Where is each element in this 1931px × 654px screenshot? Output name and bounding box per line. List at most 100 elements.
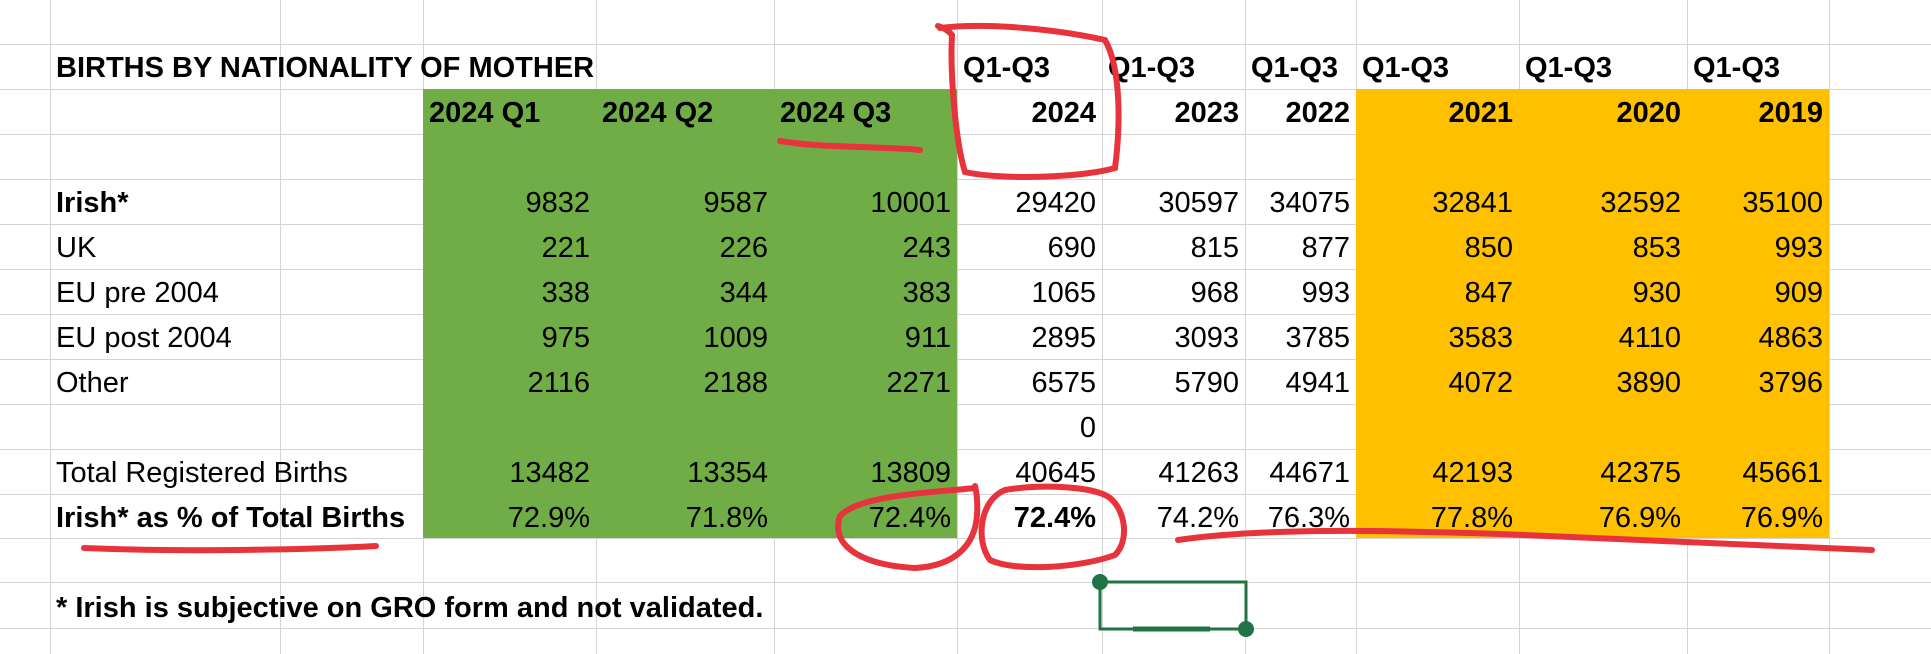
row-label[interactable]: Total Registered Births [56, 457, 348, 489]
header-year-cell[interactable]: 2024 [1031, 97, 1096, 129]
table-cell[interactable]: 2895 [1031, 322, 1096, 354]
table-cell[interactable]: 2271 [886, 367, 951, 399]
column-gridline [957, 0, 958, 654]
table-cell[interactable]: 815 [1190, 232, 1239, 264]
row-label[interactable]: EU post 2004 [56, 322, 232, 354]
header-period-cell[interactable]: Q1-Q3 [963, 52, 1051, 84]
table-cell[interactable]: 4941 [1285, 367, 1350, 399]
table-cell[interactable]: 76.3% [1267, 502, 1350, 534]
row-gridline [0, 224, 1931, 225]
table-cell[interactable]: 13809 [870, 457, 951, 489]
table-cell[interactable]: 993 [1774, 232, 1823, 264]
row-gridline [0, 359, 1931, 360]
table-cell[interactable]: 4863 [1758, 322, 1823, 354]
table-cell[interactable]: 32592 [1600, 187, 1681, 219]
table-cell[interactable]: 3093 [1174, 322, 1239, 354]
table-cell[interactable]: 74.2% [1156, 502, 1239, 534]
green-fill-2024-quarters [423, 89, 957, 538]
table-cell[interactable]: 29420 [1015, 187, 1096, 219]
header-period-cell[interactable]: Q1-Q3 [1108, 52, 1196, 84]
selection-handle-bottom [1238, 621, 1254, 637]
table-cell[interactable]: 383 [902, 277, 951, 309]
table-cell[interactable]: 42193 [1432, 457, 1513, 489]
header-year-cell[interactable]: 2019 [1758, 97, 1823, 129]
red-underline-irish-label [81, 543, 379, 554]
header-year-cell[interactable]: 2023 [1174, 97, 1239, 129]
table-cell[interactable]: 10001 [870, 187, 951, 219]
table-cell[interactable]: 4072 [1448, 367, 1513, 399]
table-cell[interactable]: 690 [1047, 232, 1096, 264]
table-cell[interactable]: 40645 [1015, 457, 1096, 489]
table-cell[interactable]: 1065 [1031, 277, 1096, 309]
table-cell[interactable]: 72.4% [1013, 502, 1096, 534]
table-title[interactable]: BIRTHS BY NATIONALITY OF MOTHER [56, 52, 595, 84]
table-cell[interactable]: 993 [1301, 277, 1350, 309]
table-cell[interactable]: 911 [904, 322, 951, 354]
column-gridline [1102, 0, 1103, 654]
table-cell[interactable]: 44671 [1269, 457, 1350, 489]
table-cell[interactable]: 77.8% [1430, 502, 1513, 534]
table-cell[interactable]: 71.8% [685, 502, 768, 534]
table-cell[interactable]: 2116 [527, 367, 590, 399]
table-cell[interactable]: 853 [1632, 232, 1681, 264]
table-cell[interactable]: 3796 [1758, 367, 1823, 399]
table-cell[interactable]: 72.9% [507, 502, 590, 534]
footnote[interactable]: * Irish is subjective on GRO form and no… [56, 592, 764, 624]
table-cell[interactable]: 3890 [1616, 367, 1681, 399]
table-cell[interactable]: 72.4% [868, 502, 951, 534]
table-cell[interactable]: 1009 [703, 322, 768, 354]
header-period-cell[interactable]: Q1-Q3 [1525, 52, 1613, 84]
table-cell[interactable]: 221 [541, 232, 590, 264]
row-label[interactable]: UK [56, 232, 97, 264]
column-gridline [1245, 0, 1246, 654]
table-cell[interactable]: 3583 [1448, 322, 1513, 354]
table-cell[interactable]: 41263 [1158, 457, 1239, 489]
header-year-cell[interactable]: 2024 Q1 [429, 97, 541, 129]
table-cell[interactable]: 32841 [1432, 187, 1513, 219]
header-period-cell[interactable]: Q1-Q3 [1251, 52, 1339, 84]
table-cell[interactable]: 0 [1079, 412, 1096, 444]
table-cell[interactable]: 5790 [1174, 367, 1239, 399]
table-cell[interactable]: 9832 [525, 187, 590, 219]
row-label[interactable]: Irish* [56, 187, 129, 219]
table-cell[interactable]: 930 [1632, 277, 1681, 309]
row-gridline [0, 269, 1931, 270]
header-year-cell[interactable]: 2021 [1448, 97, 1513, 129]
row-gridline [0, 449, 1931, 450]
table-cell[interactable]: 9587 [703, 187, 768, 219]
header-year-cell[interactable]: 2024 Q2 [602, 97, 714, 129]
table-cell[interactable]: 42375 [1600, 457, 1681, 489]
row-label[interactable]: EU pre 2004 [56, 277, 219, 309]
header-year-cell[interactable]: 2024 Q3 [780, 97, 892, 129]
table-cell[interactable]: 34075 [1269, 187, 1350, 219]
table-cell[interactable]: 76.9% [1598, 502, 1681, 534]
header-year-cell[interactable]: 2020 [1616, 97, 1681, 129]
table-cell[interactable]: 13354 [687, 457, 768, 489]
table-cell[interactable]: 2188 [703, 367, 768, 399]
table-cell[interactable]: 30597 [1158, 187, 1239, 219]
table-cell[interactable]: 76.9% [1740, 502, 1823, 534]
row-label[interactable]: Other [56, 367, 129, 399]
table-cell[interactable]: 847 [1464, 277, 1513, 309]
column-gridline [1829, 0, 1830, 654]
table-cell[interactable]: 968 [1190, 277, 1239, 309]
row-label[interactable]: Irish* as % of Total Births [56, 502, 406, 534]
header-period-cell[interactable]: Q1-Q3 [1693, 52, 1781, 84]
table-cell[interactable]: 6575 [1031, 367, 1096, 399]
header-period-cell[interactable]: Q1-Q3 [1362, 52, 1450, 84]
table-cell[interactable]: 877 [1301, 232, 1350, 264]
table-cell[interactable]: 338 [541, 277, 590, 309]
table-cell[interactable]: 850 [1464, 232, 1513, 264]
table-cell[interactable]: 4110 [1618, 322, 1681, 354]
table-cell[interactable]: 3785 [1285, 322, 1350, 354]
table-cell[interactable]: 243 [902, 232, 951, 264]
table-cell[interactable]: 35100 [1742, 187, 1823, 219]
table-cell[interactable]: 45661 [1742, 457, 1823, 489]
column-gridline [280, 0, 281, 654]
table-cell[interactable]: 13482 [509, 457, 590, 489]
table-cell[interactable]: 226 [719, 232, 768, 264]
table-cell[interactable]: 909 [1774, 277, 1823, 309]
header-year-cell[interactable]: 2022 [1285, 97, 1350, 129]
table-cell[interactable]: 344 [719, 277, 768, 309]
table-cell[interactable]: 975 [541, 322, 590, 354]
